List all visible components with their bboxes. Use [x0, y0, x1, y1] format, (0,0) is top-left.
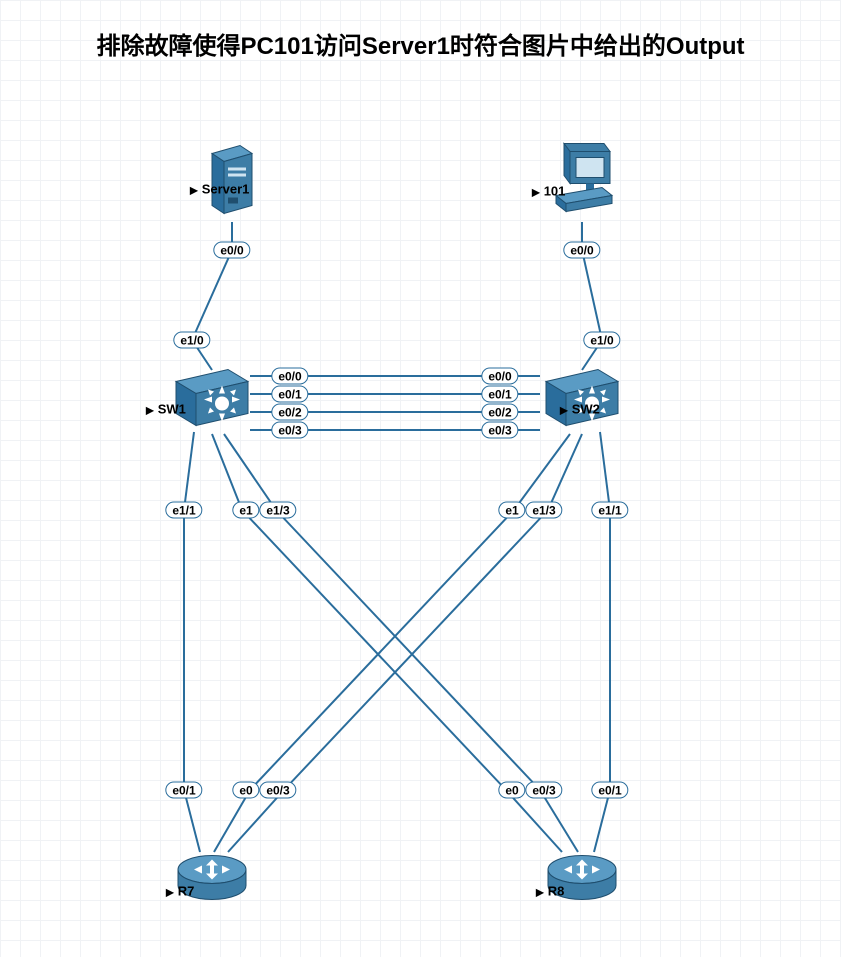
link-wire — [250, 510, 514, 790]
link-layer — [0, 0, 841, 957]
node-sw1[interactable]: SW1 — [170, 364, 254, 437]
pc-icon — [546, 138, 618, 218]
node-label-server1: Server1 — [190, 182, 249, 197]
link-wire — [214, 790, 250, 852]
port-pc101_e00: e0/0 — [563, 242, 600, 259]
topology-canvas: 排除故障使得PC101访问Server1时符合图片中给出的Output Serv… — [0, 0, 841, 957]
link-wire — [600, 432, 610, 510]
node-label-r7: R7 — [166, 884, 194, 899]
server-icon — [204, 136, 260, 220]
port-sw2_e11: e1/1 — [591, 502, 628, 519]
link-wire — [242, 510, 506, 790]
link-wire — [276, 510, 540, 790]
node-r8[interactable]: R8 — [544, 850, 620, 911]
link-wire — [212, 434, 242, 510]
port-r7_e02g: e0 — [232, 782, 259, 799]
port-sw2_e00: e0/0 — [481, 368, 518, 385]
port-sw1_e03: e0/3 — [271, 422, 308, 439]
link-wire — [548, 434, 582, 510]
link-wire — [184, 432, 194, 510]
link-wire — [582, 250, 602, 340]
link-wire — [284, 510, 548, 790]
port-sw1_e12g: e1 — [232, 502, 259, 519]
port-r7_e01: e0/1 — [165, 782, 202, 799]
port-sw2_e01: e0/1 — [481, 386, 518, 403]
switch-icon — [540, 364, 624, 432]
node-label-pc101: 101 — [532, 184, 565, 199]
node-label-r8: R8 — [536, 884, 564, 899]
node-sw2[interactable]: SW2 — [540, 364, 624, 437]
diagram-title: 排除故障使得PC101访问Server1时符合图片中给出的Output — [0, 26, 841, 61]
port-sw1_e11: e1/1 — [165, 502, 202, 519]
port-sw1_e00: e0/0 — [271, 368, 308, 385]
switch-icon — [170, 364, 254, 432]
port-r7_e03: e0/3 — [259, 782, 296, 799]
link-wire — [224, 434, 276, 510]
node-pc101[interactable]: 101 — [546, 138, 618, 223]
port-sw2_e13: e1/3 — [525, 502, 562, 519]
port-sw1_e01: e0/1 — [271, 386, 308, 403]
port-r8_e02g: e0 — [498, 782, 525, 799]
node-label-sw1: SW1 — [146, 402, 186, 417]
link-wire — [540, 790, 578, 852]
link-wire — [184, 790, 200, 852]
node-label-sw2: SW2 — [560, 402, 600, 417]
port-sw2_e02: e0/2 — [481, 404, 518, 421]
port-sw2_e03: e0/3 — [481, 422, 518, 439]
port-r8_e03: e0/3 — [525, 782, 562, 799]
port-sw1_e10: e1/0 — [173, 332, 210, 349]
node-server1[interactable]: Server1 — [204, 136, 260, 225]
port-sw2_e10: e1/0 — [583, 332, 620, 349]
port-sw1_e13: e1/3 — [259, 502, 296, 519]
port-sw1_e02: e0/2 — [271, 404, 308, 421]
port-server1_e00: e0/0 — [213, 242, 250, 259]
link-wire — [228, 790, 284, 852]
port-r8_e01: e0/1 — [591, 782, 628, 799]
link-wire — [514, 434, 570, 510]
link-wire — [594, 790, 610, 852]
port-sw2_e12g: e1 — [498, 502, 525, 519]
link-wire — [192, 250, 232, 340]
link-wire — [506, 790, 562, 852]
node-r7[interactable]: R7 — [174, 850, 250, 911]
